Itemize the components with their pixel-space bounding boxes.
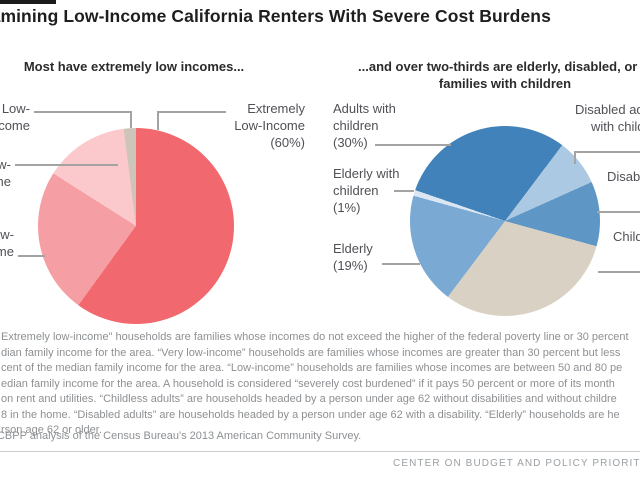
figure-title: Examining Low-Income California Renters … (0, 6, 551, 26)
leader-disabled-h (597, 211, 640, 213)
top-left-crop-bar (0, 0, 56, 4)
label-very-low-income: Very Low- Income (0, 227, 14, 259)
left-chart-subtitle: Most have extremely low incomes... (23, 59, 245, 74)
footnote-line: Extremely low-income" households are fam… (1, 331, 629, 343)
left-pie-chart (38, 128, 234, 324)
label-low-income: Low- Income (0, 157, 11, 189)
leader-extremely-v (157, 111, 159, 130)
footnote-line: 8 in the home. “Disabled adults” are hou… (1, 408, 620, 421)
label-extremely-low-income: Extremely Low-Income (60%) (234, 101, 305, 150)
label-elderly: Elderly (19%) (333, 241, 373, 273)
right-chart-subtitle-line1: ...and over two-thirds are elderly, disa… (358, 59, 638, 74)
source-line: Source: CBPP analysis of the Census Bure… (0, 430, 362, 442)
right-pie-chart (410, 126, 600, 316)
leader-above-v (130, 111, 132, 128)
label-childless-adults: Childless adults (31%) (613, 229, 640, 244)
footnote-line: cent of the median family income for the… (1, 362, 623, 374)
label-above-low-income: Above Low- Income (0, 101, 30, 133)
footer-text: CENTER ON BUDGET AND POLICY PRIORITIES |… (393, 458, 640, 469)
footnote-line: edian family income for the area. A hous… (1, 377, 615, 390)
footnote: Extremely low-income" households are fam… (1, 330, 640, 439)
leader-very-h (18, 255, 45, 257)
label-elderly-with-children: Elderly with children (1%) (333, 166, 400, 215)
leader-disabled-children-h (574, 151, 640, 153)
footnote-line: dian family income for the area. “Very l… (1, 346, 621, 359)
leader-extremely-h (157, 111, 226, 113)
leader-above-h (34, 111, 131, 113)
leader-disabled-children-v (574, 151, 576, 164)
leader-childless-h (598, 271, 640, 273)
label-disabled-adults-with-children: Disabled adults with children (8%) (575, 102, 640, 134)
label-disabled-adults: Disabled adults (11%) (607, 169, 640, 184)
footnote-line: on rent and utilities. “Childless adults… (1, 393, 617, 405)
footnote-line: rson age 62 or older. (1, 424, 102, 436)
footer-rule (0, 451, 640, 452)
leader-elderly-children-h (394, 190, 414, 192)
leader-elderly-h (382, 263, 420, 265)
right-chart-subtitle-line2: families with children (438, 76, 572, 91)
leader-low-h (15, 164, 118, 166)
leader-adults-h (375, 144, 451, 146)
label-adults-with-children: Adults with children (30%) (333, 101, 396, 150)
